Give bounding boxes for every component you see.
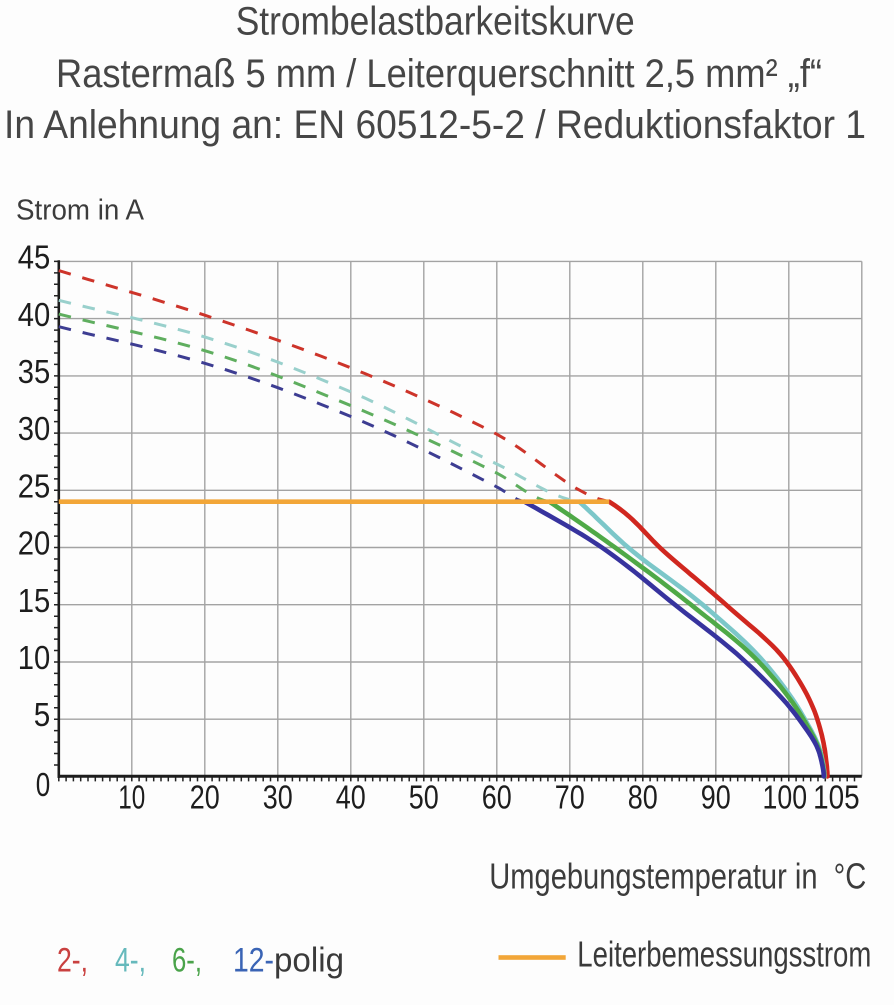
svg-text:Strombelastbarkeitskurve: Strombelastbarkeitskurve xyxy=(236,0,635,44)
svg-text:40: 40 xyxy=(336,779,366,816)
svg-text:polig: polig xyxy=(274,942,344,980)
svg-text:15: 15 xyxy=(18,582,51,619)
svg-text:10: 10 xyxy=(18,639,51,676)
svg-text:30: 30 xyxy=(263,779,293,816)
svg-text:35: 35 xyxy=(18,353,51,390)
svg-text:45: 45 xyxy=(18,239,51,276)
svg-text:12-: 12- xyxy=(233,942,274,980)
svg-text:2-,: 2-, xyxy=(57,942,88,980)
svg-text:Rastermaß 5 mm / Leiterquersch: Rastermaß 5 mm / Leiterquerschnitt 2,5 m… xyxy=(56,52,822,96)
svg-text:10: 10 xyxy=(118,779,145,816)
svg-text:30: 30 xyxy=(18,410,51,447)
svg-text:90: 90 xyxy=(701,779,731,816)
svg-text:20: 20 xyxy=(18,525,51,562)
svg-text:6-,: 6-, xyxy=(172,942,202,980)
svg-text:60: 60 xyxy=(482,779,512,816)
svg-text:4-,: 4-, xyxy=(115,942,146,980)
svg-text:5: 5 xyxy=(34,696,51,733)
svg-text:100: 100 xyxy=(763,779,808,816)
svg-text:0: 0 xyxy=(36,766,51,803)
svg-text:80: 80 xyxy=(628,779,658,816)
svg-text:20: 20 xyxy=(190,779,220,816)
svg-text:70: 70 xyxy=(555,779,585,816)
svg-text:105: 105 xyxy=(813,779,860,816)
svg-text:Leiterbemessungsstrom: Leiterbemessungsstrom xyxy=(577,933,871,974)
svg-text:25: 25 xyxy=(18,467,51,504)
svg-text:50: 50 xyxy=(409,779,439,816)
svg-text:Umgebungstemperatur in °C: Umgebungstemperatur in °C xyxy=(489,856,866,897)
svg-text:40: 40 xyxy=(18,296,51,333)
svg-text:Strom in A: Strom in A xyxy=(16,195,145,227)
svg-text:In Anlehnung an: EN 60512-5-2: In Anlehnung an: EN 60512-5-2 / Reduktio… xyxy=(4,103,866,147)
